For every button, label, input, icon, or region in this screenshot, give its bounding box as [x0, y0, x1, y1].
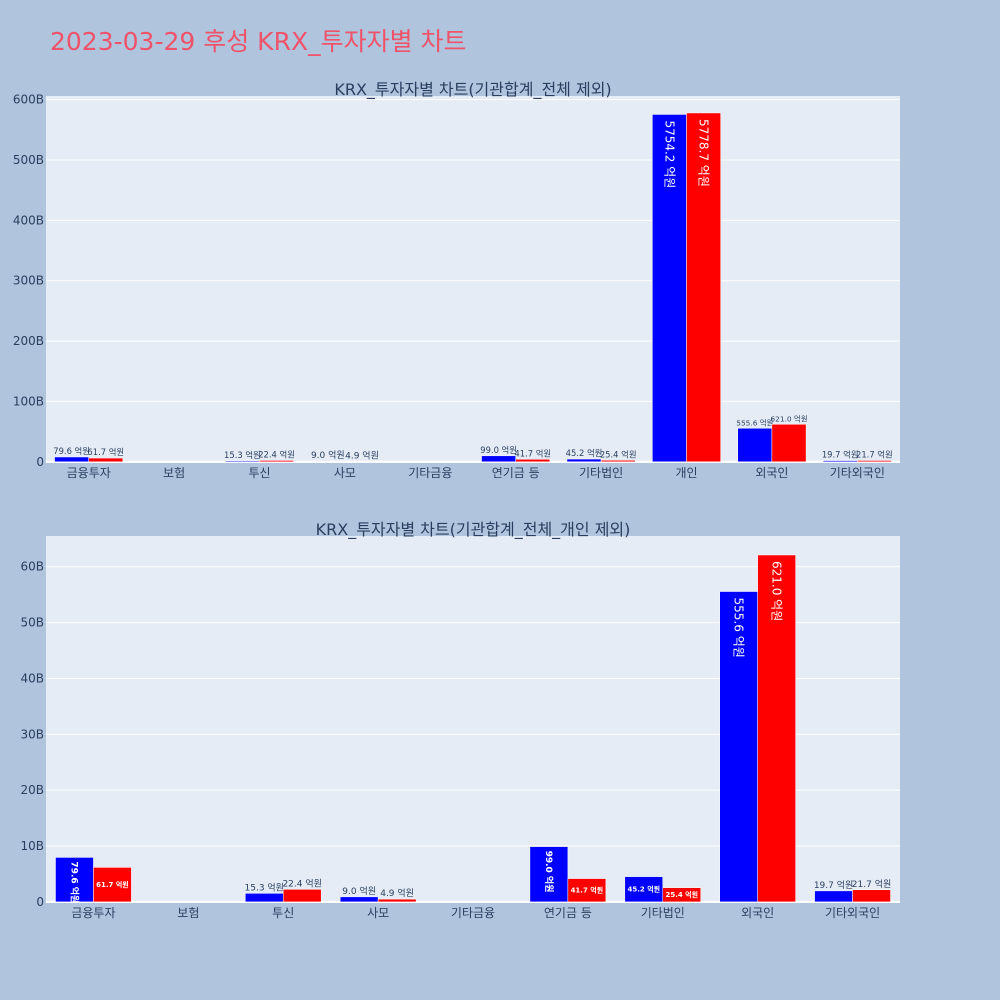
data-label: 25.4 억원	[665, 890, 698, 899]
bar	[719, 591, 758, 903]
chart-1: 0 100B 200B 300B 400B 500B 600B KRX_투자자별 차트(기관합…	[13, 80, 900, 480]
y-tick-label: 20B	[20, 783, 44, 797]
chart-title: KRX_투자자별 차트(기관합계_전체_개인 제외)	[316, 520, 631, 540]
data-label: 79.6 억원	[53, 446, 90, 456]
data-label: 41.7 억원	[571, 886, 604, 895]
data-label: 61.7 억원	[96, 880, 129, 889]
bar	[529, 846, 569, 903]
bar	[737, 428, 773, 463]
data-label: 19.7 억원	[822, 450, 859, 460]
y-tick-label: 100B	[13, 394, 44, 408]
x-tick-label: 기타금융	[451, 906, 495, 920]
y-tick-label: 500B	[13, 153, 44, 167]
data-label: 5778.7 억원	[697, 119, 711, 187]
data-label: 621.0 억원	[770, 561, 784, 621]
bar	[857, 460, 892, 463]
y-tick-label: 50B	[20, 616, 44, 630]
data-label: 9.0 억원	[311, 449, 345, 461]
data-label: 21.7 억원	[856, 449, 893, 459]
page-title: 2023-03-29 후성 KRX_투자자별 차트	[50, 27, 467, 56]
x-tick-label: 기타법인	[641, 906, 685, 920]
chart-title: KRX_투자자별 차트(기관합계_전체 제외)	[334, 80, 611, 100]
y-tick-label: 300B	[13, 274, 44, 288]
data-label: 25.4 억원	[600, 449, 637, 459]
x-tick-label: 금융투자	[67, 466, 111, 480]
data-label: 15.3 억원	[224, 450, 261, 460]
bar	[93, 867, 132, 903]
bar	[88, 457, 124, 463]
bar	[662, 887, 701, 903]
data-label: 45.2 억원	[566, 448, 603, 458]
data-label: 21.7 억원	[852, 878, 891, 890]
data-label: 41.7 억원	[514, 448, 551, 458]
bar	[225, 460, 260, 463]
bar	[652, 114, 687, 463]
bar	[54, 456, 89, 463]
data-label: 621.0 억원	[770, 414, 807, 423]
bar	[282, 889, 322, 903]
data-label: 22.4 억원	[282, 877, 321, 889]
y-tick-label: 0	[36, 455, 44, 469]
x-tick-label: 기타외국인	[825, 906, 880, 920]
data-label: 555.6 억원	[736, 418, 773, 427]
bar	[55, 857, 94, 903]
y-tick-label: 200B	[13, 334, 44, 348]
y-tick-label: 0	[36, 895, 44, 909]
bar	[567, 878, 607, 903]
x-tick-label: 개인	[675, 466, 697, 480]
bar	[339, 896, 379, 903]
data-label: 5754.2 억원	[662, 120, 676, 188]
data-label: 45.2 억원	[628, 885, 661, 894]
y-tick-label: 10B	[20, 839, 44, 853]
bar	[624, 876, 664, 903]
bar	[310, 460, 346, 463]
x-tick-label: 외국인	[755, 466, 788, 480]
x-tick-label: 기타금융	[408, 466, 452, 480]
bar	[757, 554, 796, 903]
y-tick-label: 30B	[20, 727, 44, 741]
bar	[822, 460, 858, 463]
x-tick-label: 보험	[163, 466, 185, 480]
x-tick-label: 투신	[248, 466, 270, 480]
bar	[686, 112, 721, 463]
plot-area	[46, 96, 900, 463]
x-tick-label: 금융투자	[71, 906, 115, 920]
x-tick-label: 기타외국인	[830, 466, 885, 480]
bar	[245, 893, 284, 903]
bar	[259, 460, 294, 463]
x-tick-label: 보험	[177, 906, 199, 920]
data-label: 15.3 억원	[245, 881, 284, 893]
x-tick-label: 연기금 등	[492, 466, 540, 480]
data-label: 99.0 억원	[480, 445, 517, 455]
bar	[566, 458, 602, 463]
y-tick-label: 40B	[20, 671, 44, 685]
data-label: 79.6 억원	[68, 861, 80, 903]
data-label: 4.9 억원	[380, 887, 414, 899]
data-label: 4.9 억원	[345, 449, 379, 461]
x-tick-label: 투신	[272, 906, 294, 920]
bar	[771, 424, 807, 463]
x-tick-label: 외국인	[741, 906, 774, 920]
y-tick-label: 600B	[13, 93, 44, 107]
x-tick-label: 기타법인	[579, 466, 623, 480]
data-label: 22.4 억원	[258, 449, 295, 459]
y-tick-label: 60B	[20, 560, 44, 574]
bar	[852, 889, 891, 903]
bar	[481, 455, 516, 463]
x-tick-label: 사모	[334, 466, 356, 480]
data-label: 19.7 억원	[814, 879, 853, 891]
data-label: 99.0 억원	[543, 851, 555, 893]
chart-2: 0 10B 20B 30B 40B 50B 60B KRX_투자자별 차트(기관합계_전체_개…	[20, 520, 900, 920]
y-tick-label: 400B	[13, 213, 44, 227]
data-label: 61.7 억원	[87, 447, 124, 457]
data-label: 9.0 억원	[342, 885, 376, 897]
bar	[515, 459, 551, 463]
bar	[377, 898, 417, 903]
bar	[600, 460, 636, 463]
x-tick-label: 연기금 등	[544, 906, 592, 920]
x-tick-label: 사모	[367, 906, 389, 920]
bar	[814, 890, 853, 903]
data-label: 555.6 억원	[732, 598, 746, 658]
